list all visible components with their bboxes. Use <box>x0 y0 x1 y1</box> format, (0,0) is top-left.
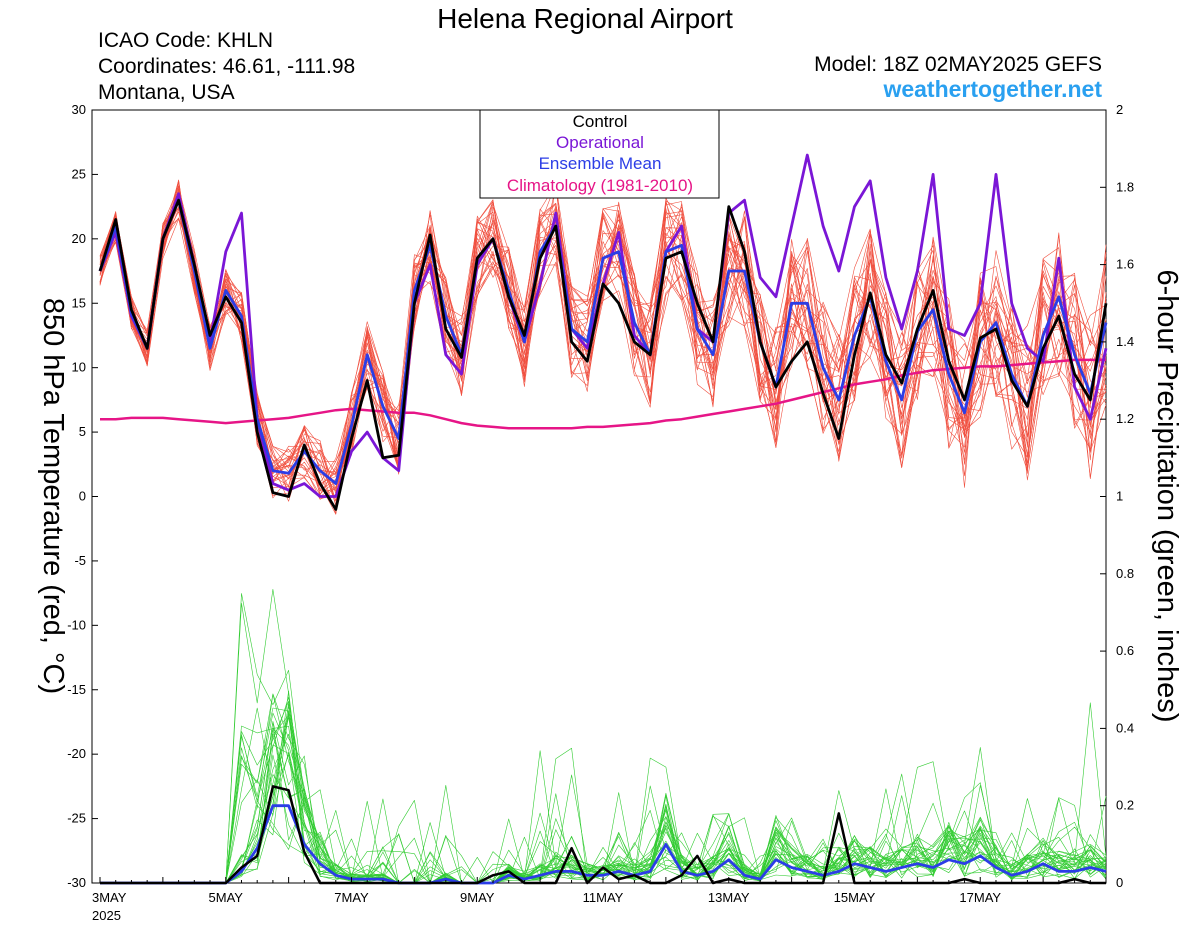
main-series-lines <box>98 153 1108 885</box>
left-tick-label: 10 <box>72 360 86 375</box>
left-tick-label: -25 <box>67 811 86 826</box>
x-tick-label: 13MAY <box>708 890 750 905</box>
left-tick-label: 5 <box>79 424 86 439</box>
x-tick-label: 5MAY <box>209 890 244 905</box>
right-axis-label: 6-hour Precipitation (green, inches) <box>1151 270 1183 723</box>
right-tick-label: 0 <box>1116 875 1123 890</box>
precip-member-25 <box>100 733 1107 884</box>
x-tick-label: 11MAY <box>583 890 624 905</box>
x-axis: 3MAY 5MAY 7MAY 9MAY 11MAY 13MAY 15MAY 17MAY <box>92 877 1107 905</box>
left-tick-label: 20 <box>72 231 86 246</box>
x-year-label: 2025 <box>92 908 121 923</box>
x-tick-label: 9MAY <box>460 890 495 905</box>
temp-member-18 <box>99 183 1107 502</box>
right-tick-label: 1 <box>1116 489 1123 504</box>
left-axis-label: 850 hPa Temperature (red, °C) <box>37 298 69 694</box>
x-tick-label: 15MAY <box>834 890 876 905</box>
right-tick-label: 1.2 <box>1116 411 1134 426</box>
right-tick-label: 0.8 <box>1116 566 1134 581</box>
left-tick-label: -5 <box>74 553 86 568</box>
coordinates: Coordinates: 46.61, -111.98 <box>98 55 355 78</box>
precip-member-29 <box>100 696 1107 884</box>
temp-member-21 <box>99 192 1107 471</box>
left-tick-label: -15 <box>67 682 86 697</box>
temp-member-20 <box>99 179 1107 488</box>
legend-control: Control <box>573 112 628 131</box>
temp-control-line <box>98 198 1108 511</box>
precip-member-28 <box>100 754 1107 884</box>
left-tick-label: 15 <box>72 295 86 310</box>
precip-member-23 <box>100 690 1107 884</box>
left-tick-label: -20 <box>67 746 86 761</box>
x-tick-label: 3MAY <box>92 890 127 905</box>
right-tick-label: 1.8 <box>1116 179 1134 194</box>
icao-code: ICAO Code: KHLN <box>98 29 273 52</box>
right-tick-label: 0.4 <box>1116 720 1134 735</box>
left-tick-label: -10 <box>67 617 86 632</box>
website-link[interactable]: weathertogether.net <box>882 76 1102 102</box>
model-run: Model: 18Z 02MAY2025 GEFS <box>814 53 1102 76</box>
legend-climatology: Climatology (1981-2010) <box>507 176 693 195</box>
right-tick-label: 2 <box>1116 102 1123 117</box>
right-tick-label: 1.4 <box>1116 334 1134 349</box>
right-axis: 2 1.8 1.6 1.4 1.2 1 0.8 0.6 0.4 0.2 0 <box>1100 102 1134 890</box>
precip-control-line <box>100 785 1106 885</box>
left-tick-label: 30 <box>72 102 86 117</box>
chart-title: Helena Regional Airport <box>437 3 733 34</box>
x-tick-label: 17MAY <box>959 890 1001 905</box>
right-tick-label: 0.2 <box>1116 798 1134 813</box>
precipitation-members <box>100 588 1107 884</box>
legend-box <box>479 109 720 199</box>
precip-mean-line <box>100 804 1107 885</box>
x-tick-label: 7MAY <box>334 890 369 905</box>
temp-mean-line <box>98 198 1108 486</box>
right-tick-label: 0.6 <box>1116 643 1134 658</box>
left-tick-label: 0 <box>79 489 86 504</box>
left-tick-label: -30 <box>67 875 86 890</box>
right-tick-label: 1.6 <box>1116 257 1134 272</box>
legend-operational: Operational <box>556 133 644 152</box>
left-axis: 30 25 20 15 10 5 0 -5 -10 -15 -20 -25 -30 <box>67 102 98 890</box>
legend-mean: Ensemble Mean <box>539 154 662 173</box>
climatology-line <box>100 358 1106 430</box>
operational-line <box>98 153 1108 498</box>
left-tick-label: 25 <box>72 166 86 181</box>
region: Montana, USA <box>98 81 235 104</box>
